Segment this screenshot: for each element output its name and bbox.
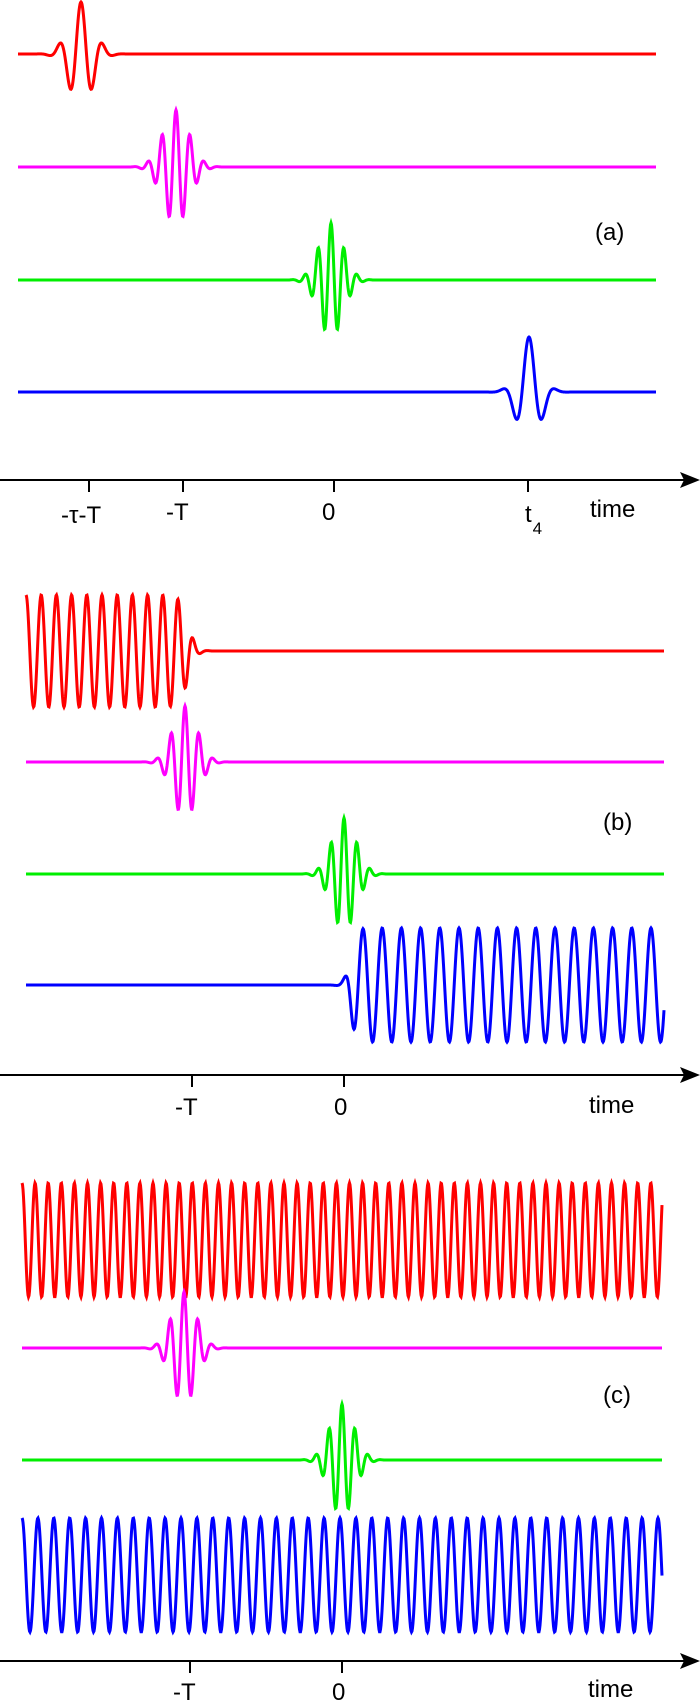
panel-a-red-trace xyxy=(18,0,656,92)
panel-c-blue-trace xyxy=(20,1514,664,1636)
panel-a-tick-label-t4: t4 xyxy=(525,501,542,538)
panel-a-magenta-trace xyxy=(18,105,656,219)
panel-a-axis-arrow xyxy=(680,472,700,488)
panel-a-t4-subscript: 4 xyxy=(533,519,542,538)
panel-b-axis-label: time xyxy=(589,1092,634,1119)
panel-a-tick-label-minus-t: -T xyxy=(166,499,189,526)
panel-b-tick-label-minus-t: -T xyxy=(175,1094,198,1121)
panel-b-blue-trace xyxy=(26,925,666,1045)
panel-b-green-trace xyxy=(26,812,664,926)
panel-a-tick-label-zero: 0 xyxy=(322,499,335,526)
panel-b-axis-arrow xyxy=(680,1067,700,1083)
panel-a-tag: (a) xyxy=(595,219,624,246)
panel-c-axis-label: time xyxy=(588,1676,633,1702)
panel-a-tick-label-tau-t: -τ-T xyxy=(61,502,101,529)
panel-a-blue-trace xyxy=(18,335,656,421)
panel-c-green-trace xyxy=(22,1398,662,1512)
panel-c-magenta-trace xyxy=(22,1287,662,1397)
panel-b-red-trace xyxy=(24,591,664,711)
panel-a-t4-base: t xyxy=(525,501,532,528)
panel-b-tag: (b) xyxy=(603,809,632,836)
panel-c-red-trace xyxy=(20,1177,664,1302)
panel-c-axis-arrow xyxy=(680,1653,700,1669)
panel-c: (c) -T 0 time xyxy=(0,1177,700,1702)
panel-a: (a) -τ-T -T 0 t4 time xyxy=(0,0,700,538)
panel-c-tick-label-minus-t: -T xyxy=(173,1679,196,1702)
panel-b-magenta-trace xyxy=(26,701,664,811)
panel-a-axis-label: time xyxy=(590,496,635,523)
panel-b: (b) -T 0 time xyxy=(0,591,700,1121)
panel-c-tick-label-zero: 0 xyxy=(332,1679,345,1702)
panel-a-green-trace xyxy=(18,217,656,332)
panel-c-tag: (c) xyxy=(603,1382,631,1409)
panel-b-tick-label-zero: 0 xyxy=(334,1094,347,1121)
